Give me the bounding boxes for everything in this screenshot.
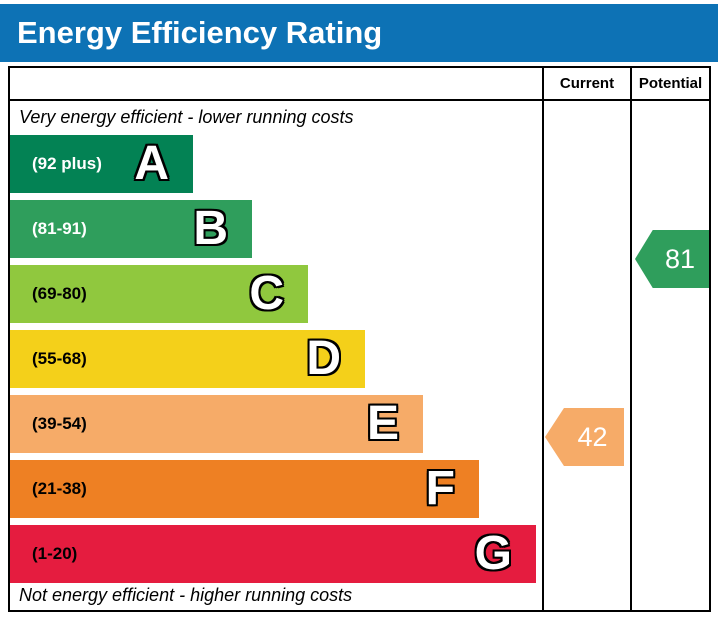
band-row-f: (21-38) F [10, 460, 479, 518]
rating-table: Current Potential Very energy efficient … [8, 66, 711, 612]
band-letter: F [425, 462, 455, 515]
band-letter: C [249, 267, 284, 320]
potential-column-divider [630, 68, 632, 610]
potential-rating-arrow: 81 [635, 230, 709, 288]
column-header-current: Current [559, 75, 615, 92]
page-title: Energy Efficiency Rating [0, 4, 718, 62]
band-range-label: (69-80) [32, 284, 87, 303]
current-rating-arrow: 42 [545, 408, 624, 466]
band-row-e: (39-54) E [10, 395, 423, 453]
band-range-label: (81-91) [32, 219, 87, 238]
band-row-g: (1-20) G [10, 525, 536, 583]
band-range-label: (55-68) [32, 349, 87, 368]
current-rating-value: 42 [577, 421, 608, 452]
column-header-potential: Potential [638, 75, 703, 92]
band-letter: D [306, 332, 341, 385]
band-range-label: (39-54) [32, 414, 87, 433]
potential-rating-value: 81 [664, 243, 696, 274]
band-letter: A [134, 137, 169, 190]
top-note: Very energy efficient - lower running co… [19, 107, 354, 127]
current-column-divider [542, 68, 544, 610]
band-letter: B [193, 202, 228, 255]
band-range-label: (21-38) [32, 479, 87, 498]
band-row-a: (92 plus) A [10, 135, 193, 193]
band-letter: G [474, 527, 512, 580]
band-range-label: (1-20) [32, 544, 78, 563]
band-letter: E [366, 397, 399, 450]
band-range-label: (92 plus) [32, 154, 102, 173]
header-row-divider [10, 99, 709, 101]
band-row-b: (81-91) B [10, 200, 252, 258]
bottom-note: Not energy efficient - higher running co… [19, 585, 353, 605]
band-row-c: (69-80) C [10, 265, 308, 323]
band-row-d: (55-68) D [10, 330, 365, 388]
